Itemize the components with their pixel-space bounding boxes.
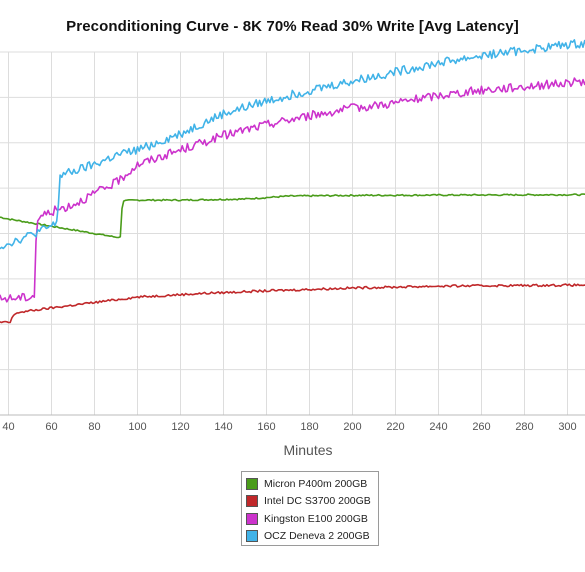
grid-lines [0,51,585,416]
legend-label: Kingston E100 200GB [264,512,368,525]
legend-item: Micron P400m 200GB [246,475,378,493]
legend-swatch [246,512,258,525]
x-tick-label: 180 [300,421,318,433]
x-tick-label: 80 [88,421,100,433]
legend-label: Intel DC S3700 200GB [264,495,371,508]
x-tick-label: 220 [386,421,404,433]
series-line [0,77,585,303]
series-line [0,39,585,250]
legend-item: Intel DC S3700 200GB [246,493,378,511]
x-tick-label: 100 [128,421,146,433]
legend-swatch [246,530,258,543]
chart-title: Preconditioning Curve - 8K 70% Read 30% … [66,18,519,35]
legend-swatch [246,477,258,490]
legend-item: Kingston E100 200GB [246,510,378,528]
series-line [0,283,585,324]
legend: Micron P400m 200GB Intel DC S3700 200GB Ki… [241,471,379,546]
x-tick-label: 140 [214,421,232,433]
x-axis-ticks: 40 60 80 100 120 140 160 180 200 220 240 260 280 300 [2,421,576,433]
legend-item: OCZ Deneva 2 200GB [246,528,378,546]
legend-swatch [246,495,258,508]
x-tick-label: 240 [429,421,447,433]
x-axis-label: Minutes [283,442,332,458]
x-tick-label: 160 [257,421,275,433]
x-tick-label: 120 [171,421,189,433]
x-tick-label: 300 [558,421,576,433]
legend-label: OCZ Deneva 2 200GB [264,530,370,543]
x-tick-label: 280 [515,421,533,433]
series-line [0,193,585,239]
x-tick-label: 260 [472,421,490,433]
x-tick-label: 200 [343,421,361,433]
legend-label: Micron P400m 200GB [264,477,368,490]
x-tick-label: 40 [2,421,14,433]
x-tick-label: 60 [45,421,57,433]
series-lines [0,39,585,324]
